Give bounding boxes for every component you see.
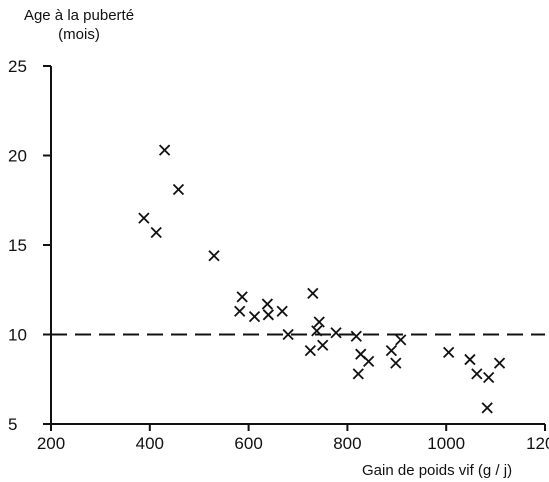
y-tick-label-20: 20 (8, 147, 27, 166)
data-point (262, 299, 272, 309)
y-tick-label-15: 15 (8, 236, 27, 255)
axes: 5 10 15 20 25 200 400 600 800 1000 1200 (8, 57, 549, 453)
data-point (173, 185, 183, 195)
data-point (444, 347, 454, 357)
data-point (209, 251, 219, 261)
data-point (318, 340, 328, 350)
data-point (277, 306, 287, 316)
data-point (305, 346, 315, 356)
data-point (364, 356, 374, 366)
x-tick-label-200: 200 (37, 434, 65, 453)
x-tick-label-600: 600 (234, 434, 262, 453)
data-point (139, 213, 149, 223)
data-point (484, 372, 494, 382)
data-points (139, 145, 505, 413)
data-point (331, 328, 341, 338)
data-point (351, 331, 361, 341)
data-point (386, 346, 396, 356)
data-point (160, 145, 170, 155)
x-tick-label-1200: 1200 (526, 434, 549, 453)
y-tick-label-25: 25 (8, 57, 27, 76)
data-point (495, 358, 505, 368)
x-tick-label-800: 800 (333, 434, 361, 453)
y-tick-label-5: 5 (8, 415, 17, 434)
data-point (353, 369, 363, 379)
data-point (472, 369, 482, 379)
data-point (308, 288, 318, 298)
data-point (396, 335, 406, 345)
data-point (250, 312, 260, 322)
data-point (391, 358, 401, 368)
data-point (237, 292, 247, 302)
x-tick-label-1000: 1000 (427, 434, 465, 453)
x-tick-label-400: 400 (136, 434, 164, 453)
data-point (314, 317, 324, 327)
data-point (151, 227, 161, 237)
y-tick-label-10: 10 (8, 326, 27, 345)
data-point (465, 355, 475, 365)
data-point (482, 403, 492, 413)
data-point (235, 306, 245, 316)
data-point (263, 310, 273, 320)
